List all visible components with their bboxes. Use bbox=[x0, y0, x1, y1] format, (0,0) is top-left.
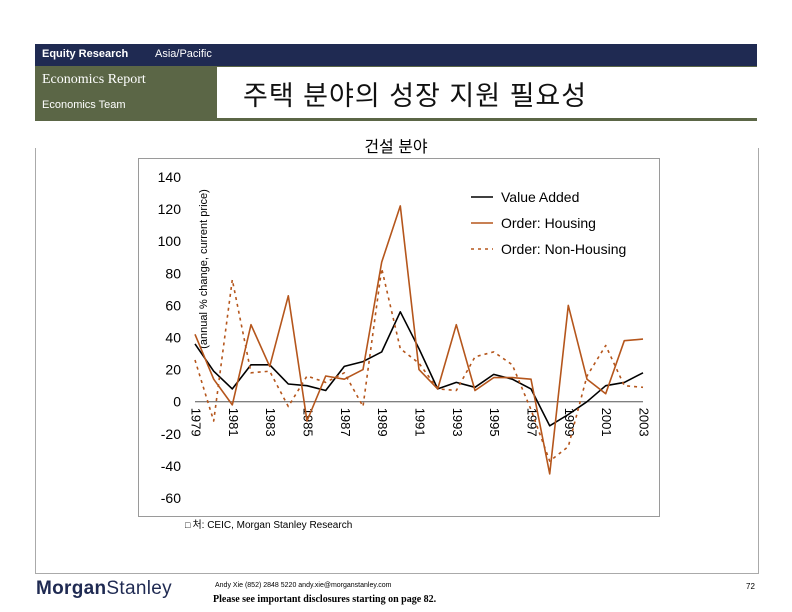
x-tick-label: 1993 bbox=[450, 408, 465, 437]
y-tick-label: 120 bbox=[158, 201, 182, 217]
analyst-contact: Andy Xie (852) 2848 5220 andy.xie@morgan… bbox=[215, 582, 392, 589]
line-chart: 140 120 100 80 60 40 20 0 -20 -40 -60 1979 1981 1983 1… bbox=[158, 169, 652, 506]
y-tick-label: 0 bbox=[173, 394, 181, 410]
page-headline: 주택 분야의 성장 지원 필요성 bbox=[243, 81, 588, 111]
x-tick-label: 1987 bbox=[338, 408, 353, 437]
x-tick-label: 1985 bbox=[301, 408, 316, 437]
team-label: Economics Team bbox=[42, 99, 126, 111]
y-tick-label: 60 bbox=[165, 297, 181, 313]
headline-area bbox=[217, 66, 757, 119]
y-tick-label: 80 bbox=[165, 265, 181, 281]
report-band: Economics Report Economics Team bbox=[35, 66, 217, 118]
chart-caption: 건설 분야 bbox=[364, 139, 428, 156]
y-tick-label: -40 bbox=[161, 458, 181, 474]
x-tick-label: 1979 bbox=[189, 408, 204, 437]
x-tick-label: 1983 bbox=[263, 408, 278, 437]
source-icon: □ bbox=[185, 520, 191, 530]
y-tick-label: 40 bbox=[165, 330, 181, 346]
legend-label: Value Added bbox=[501, 189, 579, 205]
y-tick-label: -20 bbox=[161, 426, 181, 442]
source-note: □ 처: CEIC, Morgan Stanley Research bbox=[185, 516, 352, 531]
x-tick-label: 2003 bbox=[637, 408, 652, 437]
y-tick-label: 100 bbox=[158, 233, 182, 249]
header-bar: Equity Research Asia/Pacific bbox=[35, 44, 757, 66]
x-tick-label: 1997 bbox=[525, 408, 540, 437]
company-logo: MorganStanley bbox=[36, 578, 172, 599]
header-rule bbox=[35, 118, 757, 121]
content-frame bbox=[35, 148, 759, 574]
y-tick-label: 140 bbox=[158, 169, 182, 185]
chart-container: 140 120 100 80 60 40 20 0 -20 -40 -60 1979 1981 1983 1… bbox=[138, 158, 660, 517]
page-number: 72 bbox=[746, 582, 755, 591]
x-tick-label: 2001 bbox=[599, 408, 614, 437]
disclosure-note: Please see important disclosures startin… bbox=[213, 594, 437, 605]
y-tick-label: -60 bbox=[161, 490, 181, 506]
report-title: Economics Report bbox=[42, 72, 146, 87]
region-label: Asia/Pacific bbox=[155, 48, 212, 60]
x-tick-label: 1989 bbox=[375, 408, 390, 437]
x-tick-label: 1981 bbox=[226, 408, 241, 437]
x-tick-label: 1995 bbox=[487, 408, 502, 437]
series-line-1 bbox=[194, 205, 644, 475]
division-label: Equity Research bbox=[42, 48, 129, 60]
source-text: 처: CEIC, Morgan Stanley Research bbox=[192, 520, 353, 531]
legend-label: Order: Housing bbox=[501, 215, 596, 231]
legend-label: Order: Non-Housing bbox=[501, 241, 626, 257]
x-tick-label: 1991 bbox=[413, 408, 428, 437]
y-axis-label: (annual % change, current price) bbox=[198, 189, 210, 349]
y-tick-label: 20 bbox=[165, 362, 181, 378]
